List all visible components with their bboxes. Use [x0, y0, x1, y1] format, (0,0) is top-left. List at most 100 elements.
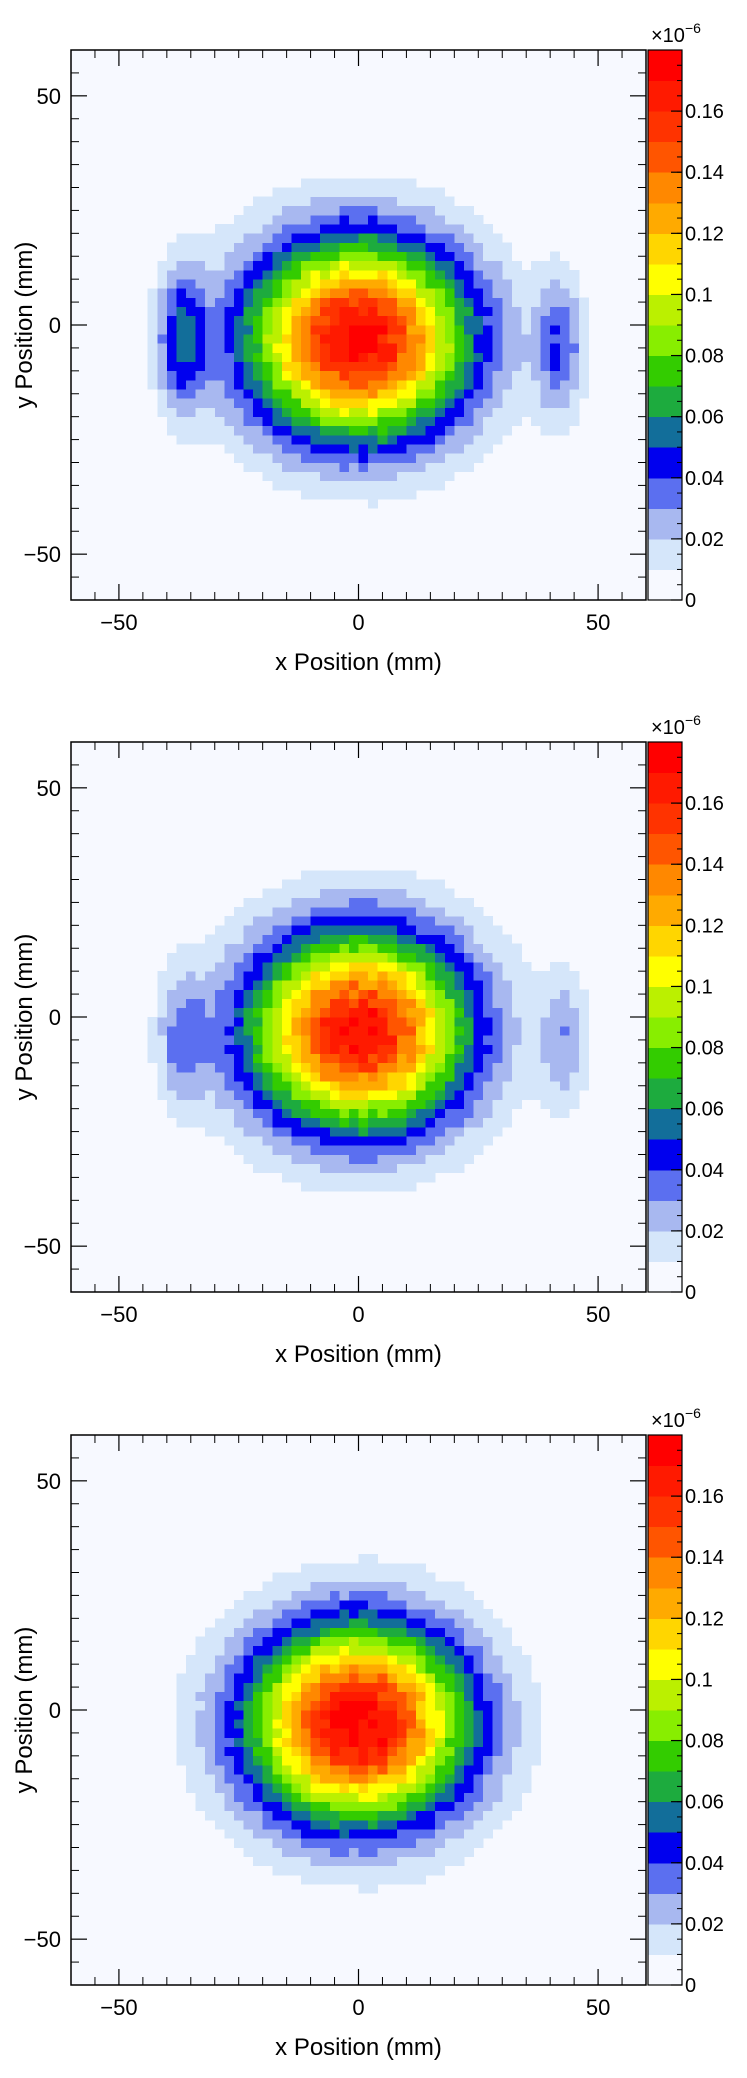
heatmap-cell [358, 1563, 369, 1573]
heatmap-cell [521, 1774, 532, 1784]
heatmap-cell [444, 1081, 455, 1091]
heatmap-cell [272, 980, 283, 990]
heatmap-cell [396, 1847, 407, 1858]
heatmap-cell [473, 435, 484, 445]
heatmap-cell [291, 279, 302, 289]
heatmap-cell [444, 1581, 455, 1592]
heatmap-cell [339, 1053, 350, 1064]
heatmap-cell [396, 1728, 407, 1738]
heatmap-cell [291, 1081, 302, 1091]
heatmap-cell [301, 879, 311, 890]
heatmap-cell [387, 1792, 398, 1803]
heatmap-cell [444, 1636, 455, 1647]
heatmap-cell [406, 490, 417, 500]
heatmap-cell [540, 1062, 551, 1073]
heatmap-cell [320, 251, 331, 262]
heatmap-cell [454, 288, 465, 298]
heatmap-cell [253, 1609, 264, 1619]
heatmap-cell [329, 1145, 340, 1155]
heatmap-cell [463, 279, 474, 289]
heatmap-cell [166, 416, 177, 427]
heatmap-cell [243, 1090, 254, 1100]
heatmap-cell [444, 1664, 455, 1674]
heatmap-cell [387, 1655, 398, 1665]
heatmap-cell [511, 1783, 522, 1793]
heatmap-cell [348, 1590, 359, 1601]
heatmap-cell [531, 343, 541, 353]
heatmap-cell [281, 1820, 292, 1830]
heatmap-cell [262, 1099, 273, 1110]
heatmap-cell [320, 1636, 331, 1647]
heatmap-cell [502, 260, 513, 271]
heatmap-cell [157, 389, 168, 399]
heatmap-cell [358, 462, 369, 473]
heatmap-cell [483, 343, 494, 353]
heatmap-cell [463, 1774, 474, 1784]
heatmap-cell [262, 1755, 273, 1766]
heatmap-cell [396, 971, 407, 981]
heatmap-cell [425, 1154, 436, 1165]
heatmap-cell [358, 361, 369, 372]
heatmap-cell [310, 1783, 321, 1793]
heatmap-cell [291, 1099, 302, 1110]
heatmap-cell [205, 279, 216, 289]
heatmap-cell [387, 1710, 398, 1720]
heatmap-cell [291, 1765, 302, 1775]
heatmap-cell [511, 952, 522, 963]
heatmap-cell [511, 325, 522, 335]
heatmap-cell [214, 1117, 225, 1128]
heatmap-cell [377, 1765, 388, 1775]
heatmap-cell [272, 215, 283, 225]
heatmap-cell [396, 215, 407, 225]
colorbar-bin [648, 864, 682, 896]
heatmap-cell [243, 453, 254, 463]
heatmap-cell [559, 1053, 570, 1064]
heatmap-cell [291, 1673, 302, 1683]
heatmap-cell [339, 471, 350, 482]
colorbar-bin [648, 477, 682, 509]
heatmap-cell [176, 943, 187, 954]
heatmap-cell [425, 1719, 436, 1729]
heatmap-cell [416, 435, 426, 445]
heatmap-cell [473, 1026, 484, 1036]
heatmap-cell [425, 1664, 436, 1674]
heatmap-cell [186, 1117, 196, 1128]
heatmap-cell [454, 1136, 465, 1146]
heatmap-cell [463, 1108, 474, 1119]
heatmap-cell [272, 205, 283, 216]
heatmap-cell [329, 1737, 340, 1748]
heatmap-cell [377, 1007, 388, 1018]
heatmap-cell [176, 1017, 187, 1027]
heatmap-cell [550, 416, 561, 427]
heatmap-cell [444, 1856, 455, 1867]
heatmap-cell [243, 242, 254, 253]
heatmap-cell [416, 1563, 426, 1573]
heatmap-cell [166, 1072, 177, 1082]
heatmap-cell [253, 306, 264, 317]
heatmap-cell [253, 1117, 264, 1128]
heatmap-cell [224, 1053, 235, 1064]
heatmap-cell [291, 916, 302, 926]
heatmap-cell [473, 260, 484, 271]
heatmap-cell [473, 361, 484, 372]
heatmap-cell [224, 971, 235, 981]
heatmap-cell [396, 1007, 407, 1018]
heatmap-cell [205, 1017, 216, 1027]
heatmap-cell [425, 1081, 436, 1091]
heatmap-cell [492, 934, 503, 945]
heatmap-cell [463, 925, 474, 935]
heatmap-cell [339, 242, 350, 253]
heatmap-cell [329, 1691, 340, 1702]
heatmap-cell [511, 1090, 522, 1100]
heatmap-cell [348, 490, 359, 500]
heatmap-cell [550, 325, 561, 335]
colorbar-bin [648, 325, 682, 357]
heatmap-cell [339, 1127, 350, 1137]
heatmap-cell [310, 325, 321, 335]
heatmap-cell [358, 998, 369, 1009]
heatmap-cell [205, 1801, 216, 1812]
heatmap-cell [377, 1563, 388, 1573]
heatmap-cell [406, 471, 417, 482]
heatmap-cell [281, 1737, 292, 1748]
heatmap-cell [205, 315, 216, 326]
